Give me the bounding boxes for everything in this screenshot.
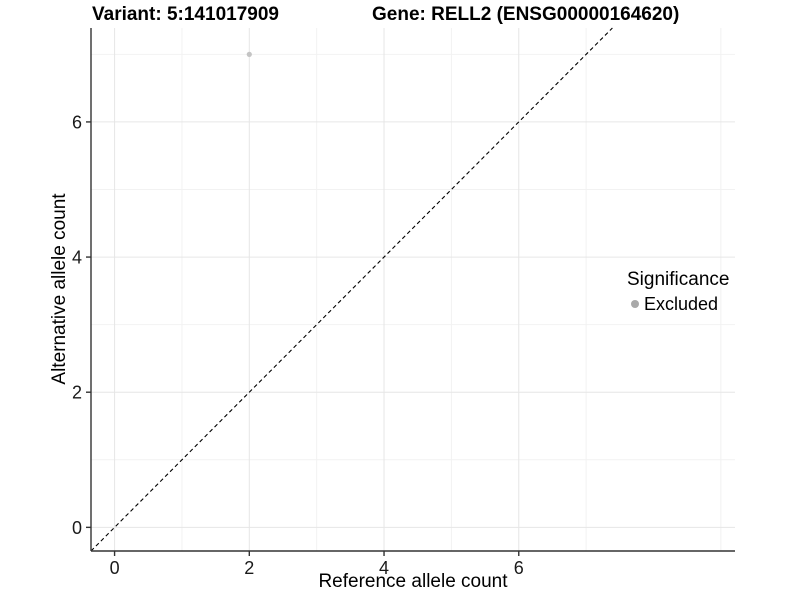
legend: Significance Excluded (627, 268, 729, 315)
y-axis-title: Alternative allele count (49, 193, 70, 385)
x-tick-label: 2 (244, 558, 254, 578)
gene-title: Gene: RELL2 (ENSG00000164620) (372, 4, 680, 25)
y-tick-label: 4 (72, 248, 82, 268)
x-tick-label: 4 (379, 558, 389, 578)
legend-title: Significance (627, 269, 730, 290)
legend-item-label: Excluded (644, 294, 719, 314)
x-axis-title: Reference allele count (318, 571, 508, 592)
y-tick-label: 2 (72, 383, 82, 403)
legend-item: Excluded (627, 293, 729, 315)
y-tick-label: 0 (72, 518, 82, 538)
x-tick-label: 6 (514, 558, 524, 578)
x-tick-label: 0 (110, 558, 120, 578)
variant-title: Variant: 5:141017909 (92, 4, 279, 25)
identity-line (90, 27, 613, 552)
data-point (246, 51, 252, 57)
y-tick-label: 6 (72, 112, 82, 132)
legend-key-dot-icon (631, 300, 639, 308)
